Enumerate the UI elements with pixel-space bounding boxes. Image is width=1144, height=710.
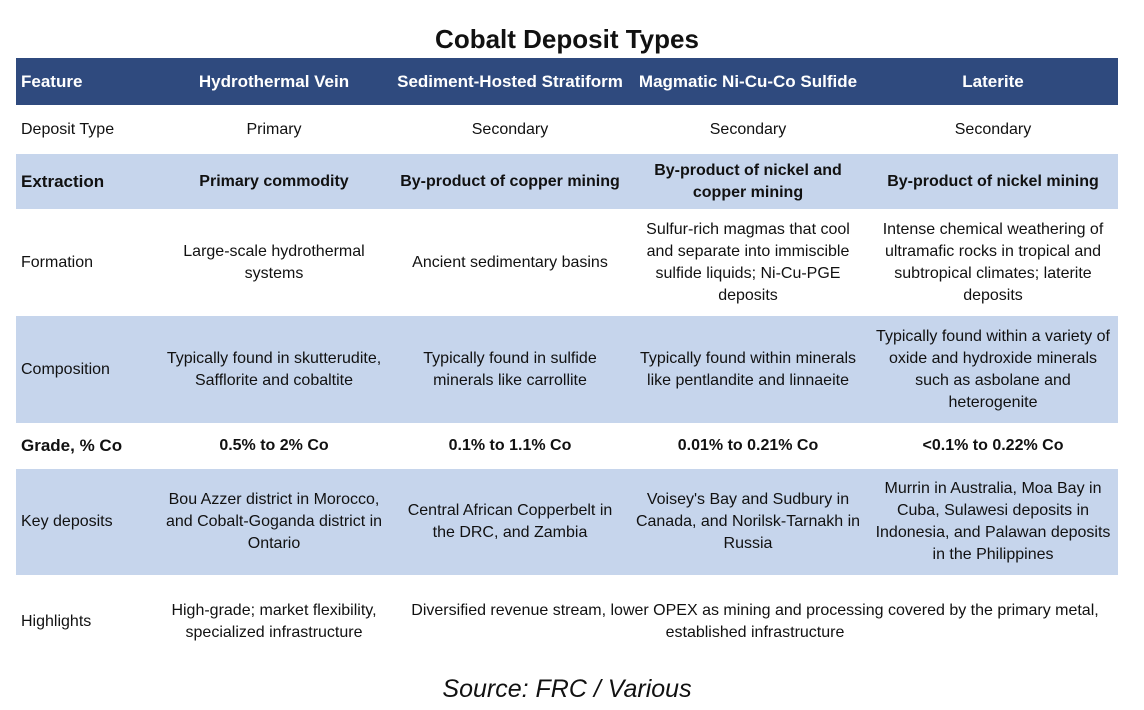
table-row: Composition Typically found in skutterud… <box>16 316 1118 423</box>
row-label-composition: Composition <box>16 316 156 423</box>
table-row: Key deposits Bou Azzer district in Moroc… <box>16 469 1118 575</box>
table-cell: Murrin in Australia, Moa Bay in Cuba, Su… <box>868 469 1118 575</box>
page-title: Cobalt Deposit Types <box>435 24 699 54</box>
table-cell: Secondary <box>471 120 549 138</box>
table-row: Deposit Type Primary Secondary Secondary… <box>16 105 1118 154</box>
table-cell: Large-scale hydrothermal systems <box>183 242 365 282</box>
table-cell: Primary commodity <box>156 154 392 209</box>
row-label-formation: Formation <box>21 253 94 271</box>
source-caption: Source: FRC / Various <box>442 675 692 703</box>
table-cell: <0.1% to 0.22% Co <box>922 437 1064 454</box>
table-cell-merged: Diversified revenue stream, lower OPEX a… <box>411 602 1099 641</box>
table-header-row: Feature Hydrothermal Vein Sediment-Hoste… <box>16 58 1118 105</box>
row-label-key-deposits: Key deposits <box>16 469 156 575</box>
table-cell: Typically found within a variety of oxid… <box>868 316 1118 423</box>
table-cell: Secondary <box>709 120 787 138</box>
table-cell: Bou Azzer district in Morocco, and Cobal… <box>156 469 392 575</box>
header-feature: Feature <box>16 58 156 105</box>
table-cell: Typically found in skutterudite, Safflor… <box>156 316 392 423</box>
table-cell: Sulfur-rich magmas that cool and separat… <box>646 220 850 304</box>
table-row: Extraction Primary commodity By-product … <box>16 154 1118 209</box>
table-cell: Voisey's Bay and Sudbury in Canada, and … <box>628 469 868 575</box>
table-row: Highlights High-grade; market flexibilit… <box>16 575 1118 669</box>
table-cell: Primary <box>246 120 302 138</box>
row-label-deposit-type: Deposit Type <box>21 120 115 138</box>
table-cell: By-product of nickel and copper mining <box>628 154 868 209</box>
row-label-highlights: Highlights <box>21 613 92 630</box>
table-cell: 0.1% to 1.1% Co <box>448 437 572 454</box>
header-magmatic-sulfide: Magmatic Ni-Cu-Co Sulfide <box>628 58 868 105</box>
table-cell: By-product of nickel mining <box>868 154 1118 209</box>
table-cell: Secondary <box>954 120 1032 138</box>
table-cell: Typically found in sulfide minerals like… <box>392 316 628 423</box>
row-label-grade: Grade, % Co <box>21 436 123 455</box>
table-cell: Typically found within minerals like pen… <box>628 316 868 423</box>
table-cell: Intense chemical weathering of ultramafi… <box>882 220 1104 304</box>
header-sediment-hosted-stratiform: Sediment-Hosted Stratiform <box>392 58 628 105</box>
deposit-types-table: Feature Hydrothermal Vein Sediment-Hoste… <box>16 58 1118 669</box>
table-cell: By-product of copper mining <box>392 154 628 209</box>
table-row: Grade, % Co 0.5% to 2% Co 0.1% to 1.1% C… <box>16 423 1118 469</box>
table-cell: 0.5% to 2% Co <box>219 437 329 454</box>
header-laterite: Laterite <box>868 58 1118 105</box>
table-cell: High-grade; market flexibility, speciali… <box>171 602 377 641</box>
table-cell: Central African Copperbelt in the DRC, a… <box>392 469 628 575</box>
table-cell: Ancient sedimentary basins <box>412 253 608 271</box>
table-row: Formation Large-scale hydrothermal syste… <box>16 209 1118 316</box>
header-hydrothermal-vein: Hydrothermal Vein <box>156 58 392 105</box>
row-label-extraction: Extraction <box>16 154 156 209</box>
table-cell: 0.01% to 0.21% Co <box>677 437 819 454</box>
